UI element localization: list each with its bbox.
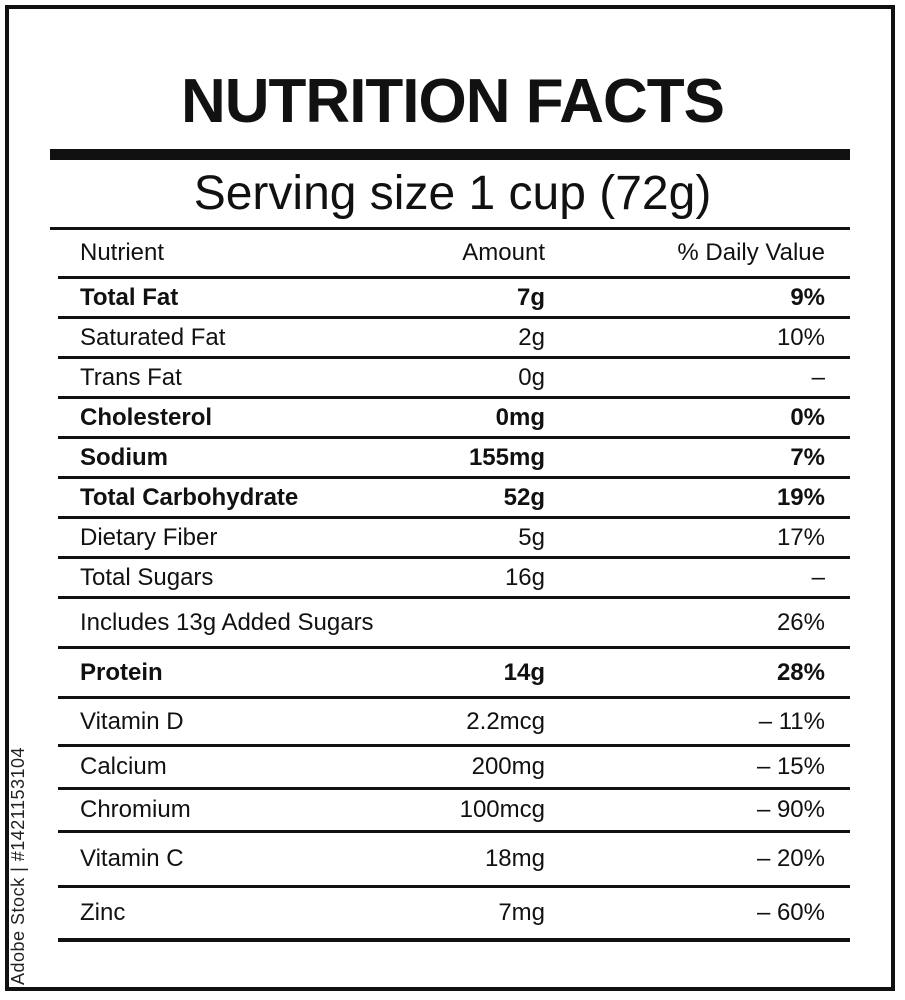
nutrient-name: Total Carbohydrate [80,483,299,511]
nutrient-daily-value: – 11% [758,707,825,735]
nutrient-amount: 5g [518,523,545,551]
table-row: Vitamin C 18mg – 20% [58,833,850,888]
nutrient-amount: 7mg [498,899,545,926]
nutrient-name: Cholesterol [80,403,213,431]
nutrient-amount: 0mg [495,403,545,431]
thick-divider [50,149,850,160]
table-row: Total Carbohydrate 52g 19% [58,479,850,519]
table-header-row: Nutrient Amount % Daily Value [58,230,850,279]
nutrient-amount: 2g [518,323,545,351]
nutrient-name: Saturated Fat [80,323,226,351]
nutrient-daily-value: – [811,363,825,391]
nutrient-name: Includes 13g Added Sugars [80,608,374,636]
nutrient-amount: 0g [518,363,545,391]
nutrient-name: Total Fat [80,283,179,311]
nutrient-amount: 2.2mcg [466,707,545,735]
table-row: Zinc 7mg – 60% [58,888,850,942]
header-amount: Amount [462,239,545,266]
serving-size: Serving size 1 cup (72g) [193,167,712,220]
nutrient-name: Vitamin D [80,707,184,735]
nutrient-amount: 7g [516,283,545,311]
nutrient-daily-value: 9% [790,283,825,311]
label-title: NUTRITION FACTS [181,67,725,136]
nutrient-daily-value: 28% [776,658,825,686]
header-nutrient: Nutrient [80,239,165,266]
nutrient-name: Trans Fat [80,363,182,391]
nutrient-daily-value: – [811,563,825,591]
nutrient-daily-value: 26% [776,608,825,636]
table-row: Protein 14g 28% [58,649,850,699]
table-row: Includes 13g Added Sugars 26% [58,599,850,649]
table-row: Calcium 200mg – 15% [58,747,850,790]
nutrient-daily-value: 19% [776,483,825,511]
nutrient-name: Sodium [80,443,168,471]
nutrient-daily-value: 17% [776,523,825,551]
nutrient-daily-value: 7% [790,443,825,471]
table-row: Dietary Fiber 5g 17% [58,519,850,559]
nutrient-amount: 18mg [484,845,545,872]
table-row: Total Fat 7g 9% [58,279,850,319]
nutrient-daily-value: 0% [790,403,825,431]
nutrient-name: Dietary Fiber [80,523,218,551]
nutrition-table: Nutrient Amount % Daily Value Total Fat … [58,230,850,942]
nutrient-amount: 52g [503,483,545,511]
nutrient-daily-value: – 15% [756,753,825,780]
nutrient-amount: 100mcg [459,796,545,823]
label-frame [5,5,895,991]
nutrient-name: Chromium [80,796,191,823]
stock-watermark: Adobe Stock | #1421153104 [8,746,28,985]
nutrient-daily-value: – 60% [756,899,825,926]
table-row: Cholesterol 0mg 0% [58,399,850,439]
nutrient-name: Total Sugars [80,563,214,591]
nutrient-amount: 16g [504,563,545,591]
serving-divider [50,227,850,230]
table-row: Vitamin D 2.2mcg – 11% [58,699,850,747]
nutrient-daily-value: – 20% [756,845,825,872]
table-row: Sodium 155mg 7% [58,439,850,479]
nutrient-amount: 200mg [471,753,545,780]
nutrient-name: Calcium [80,753,167,780]
nutrient-amount: 14g [503,658,545,686]
table-row: Trans Fat 0g – [58,359,850,399]
table-row: Saturated Fat 2g 10% [58,319,850,359]
nutrient-daily-value: – 90% [756,796,825,823]
nutrient-daily-value: 10% [776,323,825,351]
table-row: Chromium 100mcg – 90% [58,790,850,833]
nutrient-name: Protein [80,658,163,686]
header-daily-value: % Daily Value [677,239,825,266]
nutrient-amount: 155mg [468,443,545,471]
nutrient-name: Vitamin C [80,845,184,872]
nutrient-name: Zinc [80,899,126,926]
table-row: Total Sugars 16g – [58,559,850,599]
